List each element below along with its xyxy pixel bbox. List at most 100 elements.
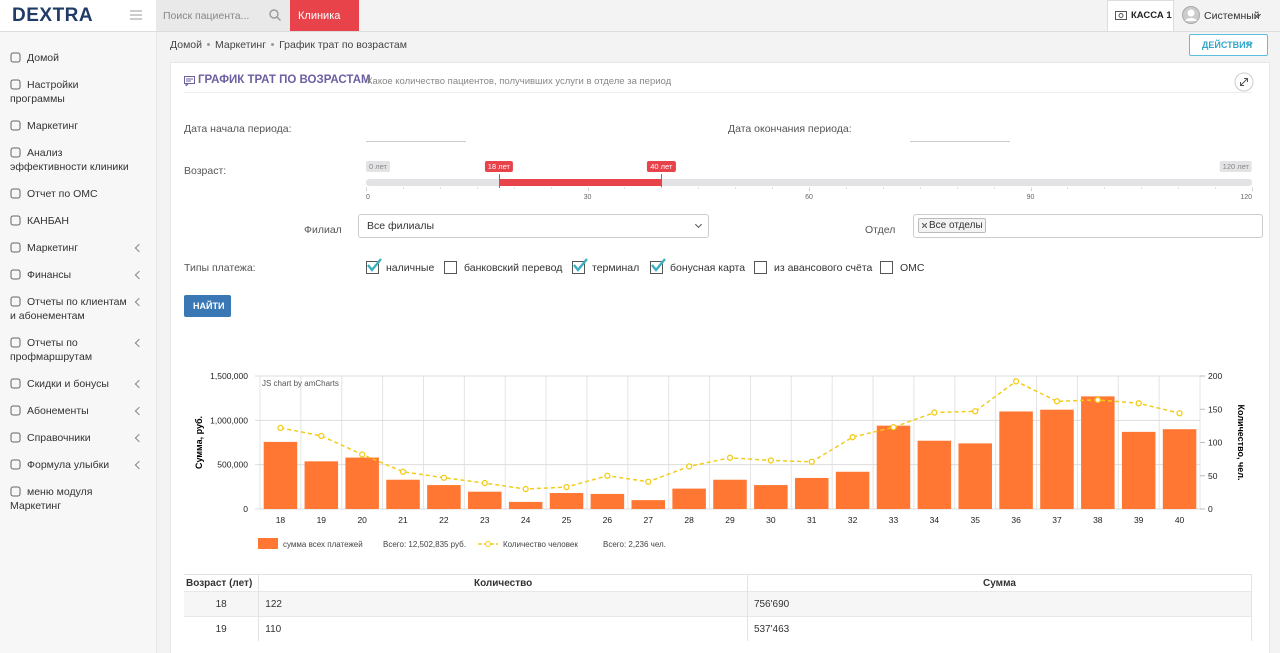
slider-minor-tick: [772, 187, 774, 189]
sidebar-icon: [10, 405, 21, 415]
breadcrumb-item[interactable]: Маркетинг: [215, 39, 267, 51]
sidebar-menu: Домой Настройки программы Маркетинг Анализ …: [0, 32, 156, 519]
department-tag[interactable]: [918, 218, 986, 233]
line-point: [399, 468, 407, 475]
search-box[interactable]: [156, 0, 290, 31]
x-tick-label: 18: [276, 515, 286, 525]
sidebar-item[interactable]: Справочники: [0, 424, 156, 451]
menu-toggle[interactable]: [130, 10, 142, 20]
x-tick-label: 39: [1134, 515, 1144, 525]
sidebar-item[interactable]: КАНБАН: [0, 207, 156, 234]
bar: [917, 440, 952, 509]
end-date-input[interactable]: [910, 141, 1010, 142]
sidebar-icon: [10, 242, 21, 252]
sidebar-icon: [10, 215, 21, 225]
bar: [631, 500, 666, 509]
table-header[interactable]: Количество: [258, 575, 748, 592]
bar: [713, 479, 747, 509]
checkbox-label[interactable]: бонусная карта: [670, 262, 746, 274]
logo[interactable]: DEXTRA: [12, 5, 94, 26]
sidebar-item[interactable]: Отчеты по клиентам и абонементам: [0, 288, 156, 329]
slider-minor-tick: [956, 187, 958, 189]
slider-minor-tick: [624, 187, 626, 189]
end-date-label: Дата окончания периода:: [728, 123, 852, 135]
submit-button-label: НАЙТИ: [193, 301, 225, 311]
sidebar-icon: [10, 296, 21, 306]
panel-title: ГРАФИК ТРАТ ПО ВОЗРАСТАМ: [198, 74, 371, 86]
sidebar-item[interactable]: Отчет по ОМС: [0, 180, 156, 207]
slider-minor-tick: [809, 187, 810, 189]
sidebar-label: Финансы: [27, 268, 72, 281]
table-header[interactable]: Сумма: [747, 575, 1253, 592]
checkbox-label[interactable]: ОМС: [900, 262, 925, 274]
slider-tick: [587, 188, 589, 191]
checkbox[interactable]: [572, 258, 588, 274]
checkbox-label[interactable]: банковский перевод: [464, 262, 563, 274]
slider-minor-tick: [1178, 187, 1180, 189]
slider-tick: [1252, 188, 1253, 191]
submit-button[interactable]: [184, 295, 231, 317]
slider-minor-tick: [1141, 187, 1143, 189]
slider-tick-label: 120: [1240, 194, 1252, 201]
slider-tick-label: 60: [805, 194, 813, 201]
sidebar-icon: [10, 79, 21, 89]
sidebar-label: Маркетинг: [27, 119, 79, 132]
bar: [1040, 409, 1074, 509]
line-point: [890, 424, 897, 431]
slider-minor-tick: [366, 187, 367, 189]
age-slider[interactable]: 0 лет 120 лет 18 лет 40 лет 0 30 60 90 120: [366, 158, 1253, 206]
sidebar-item[interactable]: Настройки программы: [0, 71, 156, 112]
x-tick-label: 30: [766, 515, 776, 525]
user-name[interactable]: Системный: [1204, 10, 1260, 22]
icon-shape: [10, 405, 21, 415]
sidebar-item[interactable]: Отчеты по профмаршрутам: [0, 329, 156, 370]
clinic-tab[interactable]: [290, 0, 359, 31]
legend-swatch-point: [485, 541, 491, 547]
sidebar-item[interactable]: Скидки и бонусы: [0, 370, 156, 397]
actions-button[interactable]: [1189, 34, 1268, 56]
sidebar-item[interactable]: Формула улыбки: [0, 451, 156, 478]
slider-minor-tick: [735, 187, 737, 189]
sidebar-icon: [10, 459, 21, 469]
sidebar-item[interactable]: Домой: [0, 44, 156, 71]
checkbox[interactable]: [444, 261, 457, 274]
expand-button[interactable]: [1234, 72, 1254, 92]
bar: [794, 477, 829, 509]
department-tag-remove[interactable]: [922, 223, 927, 228]
sidebar-item[interactable]: Маркетинг: [0, 112, 156, 139]
checkbox[interactable]: [880, 261, 893, 274]
table-border: [184, 574, 1252, 575]
checkbox[interactable]: [754, 261, 767, 274]
checkbox[interactable]: [366, 258, 382, 274]
checkmark-path: [651, 258, 666, 272]
slider-handle[interactable]: [498, 174, 500, 188]
checkbox-label[interactable]: из авансового счёта: [774, 262, 873, 274]
sidebar-item[interactable]: Финансы: [0, 261, 156, 288]
checkbox-label[interactable]: терминал: [592, 262, 640, 274]
sidebar-label: Маркетинг: [27, 241, 79, 254]
icon-shape: [10, 120, 21, 130]
slider-handle[interactable]: [661, 174, 663, 188]
line-point: [1094, 396, 1101, 404]
start-date-input[interactable]: [366, 141, 466, 142]
sidebar-item[interactable]: Маркетинг: [0, 234, 156, 261]
sidebar-item[interactable]: Анализ эффективности клиники: [0, 139, 156, 180]
breadcrumb-item[interactable]: Домой: [170, 39, 202, 51]
sidebar-label: Скидки и бонусы: [27, 377, 109, 390]
y2-axis-label: Количество, чел.: [1236, 405, 1246, 481]
checkbox-label[interactable]: наличные: [386, 262, 435, 274]
legend-total: Всего: 2,236 чел.: [603, 540, 666, 549]
slider-minor-tick: [993, 187, 995, 189]
table-header[interactable]: Возраст (лет): [184, 575, 260, 592]
checkmark-path: [367, 258, 382, 272]
avatar[interactable]: [1182, 6, 1200, 24]
branch-select[interactable]: [358, 214, 709, 238]
sidebar: Домой Настройки программы Маркетинг Анализ …: [0, 32, 157, 653]
sidebar-item[interactable]: меню модуля Маркетинг: [0, 478, 156, 519]
sidebar-item[interactable]: Абонементы: [0, 397, 156, 424]
cash-desk[interactable]: [1107, 0, 1174, 32]
search-icon[interactable]: [269, 9, 281, 21]
slider-minor-tick: [1252, 187, 1253, 189]
x-tick-label: 32: [848, 515, 858, 525]
checkbox[interactable]: [650, 258, 666, 274]
